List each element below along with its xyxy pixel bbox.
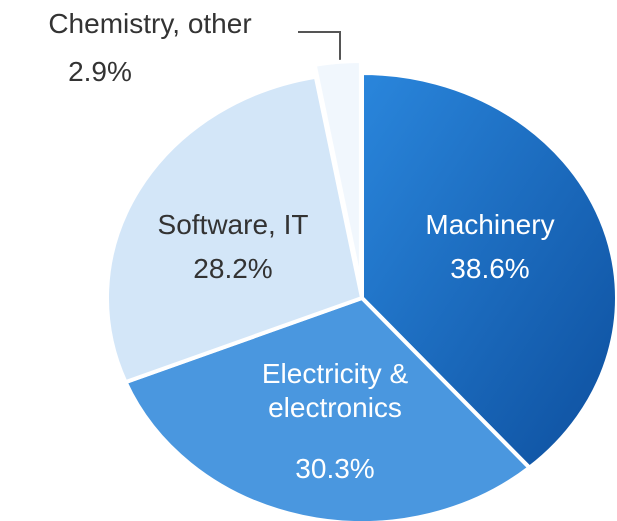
pie-slice bbox=[360, 70, 617, 471]
pie-slice bbox=[122, 295, 533, 521]
pie-slice bbox=[312, 59, 363, 287]
pie-slice bbox=[105, 74, 365, 385]
value-label: 30.3% bbox=[295, 453, 375, 484]
value-label: 28.2% bbox=[193, 253, 273, 284]
value-label: 2.9% bbox=[68, 56, 132, 87]
slice-label: Electricity & electronics bbox=[261, 358, 409, 423]
slice-label: Machinery bbox=[425, 209, 555, 240]
value-label: 38.6% bbox=[450, 253, 530, 284]
slice-label: Software, IT bbox=[157, 209, 309, 240]
slice-label: Chemistry, other bbox=[48, 8, 252, 39]
